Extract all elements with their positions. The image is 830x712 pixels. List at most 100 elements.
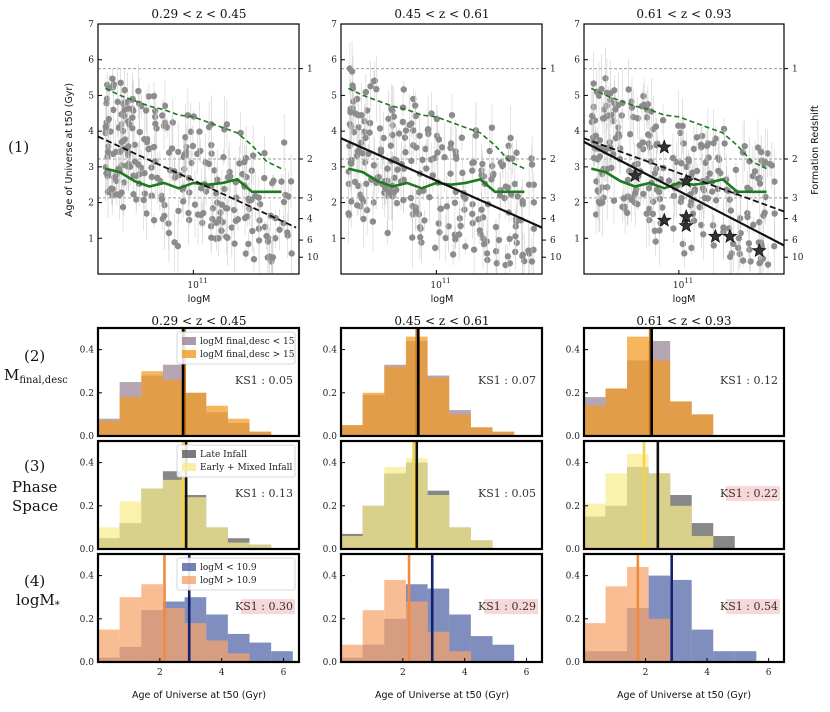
- scatter-point: [196, 128, 203, 135]
- scatter-point: [280, 139, 288, 146]
- scatter-point: [411, 102, 419, 109]
- col1-hist-xlabel: Age of Universe at t50 (Gyr): [132, 690, 266, 701]
- scatter-point: [409, 127, 417, 134]
- histogram-bar: [162, 479, 185, 549]
- scatter-point: [142, 107, 150, 114]
- scatter-point: [519, 251, 527, 258]
- green-threshold-line: [348, 167, 525, 194]
- histogram-bar: [141, 584, 163, 662]
- scatter-point: [272, 235, 279, 242]
- histogram-bar: [670, 401, 692, 436]
- scatter-point: [506, 235, 513, 243]
- scatter-point: [648, 108, 655, 115]
- scatter-point: [764, 261, 772, 268]
- histogram-bar: [449, 651, 471, 662]
- scatter-point: [348, 68, 356, 75]
- scatter-point: [681, 250, 688, 257]
- histogram-bar: [227, 653, 250, 662]
- scatter-point: [651, 170, 659, 177]
- green-threshold-line: [105, 167, 282, 194]
- row3-name2: Space: [12, 497, 58, 515]
- col1-scatter-xlabel: logM: [188, 294, 211, 305]
- scatter-point: [771, 210, 778, 217]
- legend-swatch: [182, 450, 196, 458]
- scatter-point: [697, 141, 705, 148]
- scatter-point: [685, 158, 693, 165]
- scatter-point: [480, 240, 488, 248]
- scatter-point: [103, 99, 110, 107]
- scatter-point: [456, 215, 464, 222]
- row2-number: (2): [24, 347, 45, 365]
- histogram-bar: [184, 623, 207, 662]
- scatter-point: [745, 240, 753, 247]
- scatter-point: [452, 234, 459, 241]
- y-tick-label: 0.4: [80, 572, 95, 582]
- scatter-point: [449, 251, 457, 258]
- scatter-point: [669, 154, 677, 162]
- redshift-tick-label: 4: [792, 215, 798, 225]
- scatter-point: [190, 113, 197, 120]
- scatter-point: [416, 132, 423, 139]
- scatter-point: [412, 207, 420, 215]
- scatter-point: [168, 145, 176, 152]
- histogram-bar: [627, 336, 649, 436]
- histogram-bar: [119, 501, 142, 549]
- scatter-point: [739, 257, 747, 264]
- scatter-point: [244, 213, 251, 220]
- scatter-point: [732, 166, 740, 174]
- scatter-point: [511, 180, 519, 188]
- scatter-point: [391, 174, 398, 182]
- scatter-point: [768, 162, 776, 169]
- histogram-bar: [162, 608, 185, 662]
- scatter-point: [180, 198, 187, 205]
- scatter-point: [261, 223, 269, 231]
- redshift-tick-label: 10: [792, 253, 804, 263]
- scatter-point: [399, 118, 406, 126]
- x-tick-exponent: 11: [442, 277, 451, 285]
- row2-panel-col1: 0.0 0.2 0.4 KS1 : 0.05 logM final,desc < 15 l…: [80, 326, 301, 442]
- scatter-point: [371, 77, 379, 84]
- scatter-point: [590, 154, 598, 162]
- scatter-point: [435, 220, 442, 227]
- scatter-point: [521, 257, 528, 265]
- scatter-point: [496, 192, 504, 199]
- scatter-point: [345, 210, 352, 217]
- scatter-panel-col2: 1 2 3 4 5 6 7 1 2 3 4 6 10 1011: [331, 20, 561, 291]
- scatter-point: [593, 178, 600, 185]
- scatter-point: [141, 136, 148, 143]
- scatter-point: [651, 227, 659, 234]
- scatter-point: [189, 142, 197, 150]
- histogram-bar: [249, 642, 272, 662]
- scatter-point: [360, 215, 367, 223]
- y-tick-label: 0.0: [323, 658, 338, 668]
- scatter-point: [417, 225, 424, 232]
- scatter-point: [376, 125, 384, 132]
- panel-frame: [583, 23, 785, 275]
- scatter-point: [367, 83, 374, 90]
- scatter-point: [513, 239, 520, 246]
- scatter-point: [678, 159, 685, 167]
- scatter-point: [239, 170, 246, 178]
- scatter-point: [741, 142, 748, 150]
- row2-name-sub: final,desc: [19, 375, 68, 386]
- scatter-point: [659, 116, 667, 124]
- scatter-point: [212, 235, 220, 242]
- y-tick-label: 2: [331, 199, 337, 209]
- histogram-bar: [449, 414, 471, 436]
- row2-panel-col2: 0.0 0.2 0.4 KS1 : 0.07: [323, 326, 544, 442]
- scatter-point: [370, 199, 378, 206]
- scatter-point: [656, 195, 664, 203]
- scatter-point: [209, 205, 217, 212]
- scatter-point: [644, 131, 652, 138]
- scatter-point: [175, 148, 182, 156]
- redshift-tick-label: 6: [792, 236, 798, 246]
- scatter-point: [369, 218, 377, 225]
- scatter-point: [382, 185, 389, 193]
- scatter-point: [422, 145, 429, 153]
- histogram-bar: [141, 488, 163, 549]
- legend-box: [176, 557, 296, 591]
- panel-frame: [96, 439, 301, 551]
- y-tick-label: 4: [331, 127, 337, 137]
- histogram-bar: [648, 360, 671, 436]
- scatter-point: [453, 155, 460, 162]
